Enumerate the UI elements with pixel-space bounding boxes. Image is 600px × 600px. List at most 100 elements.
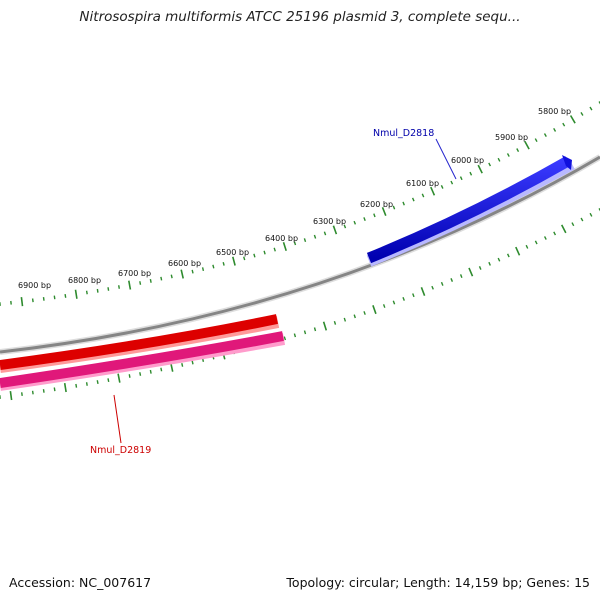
outer-scale-tick — [598, 101, 600, 105]
outer-scale-tick — [497, 157, 501, 162]
inner-scale-tick — [117, 373, 121, 383]
inner-scale-tick — [9, 390, 13, 401]
gene-reverse-red[interactable] — [0, 314, 280, 373]
outer-scale-tick — [118, 285, 120, 289]
outer-scale-tick — [128, 280, 132, 290]
inner-scale-tick — [313, 327, 317, 332]
inner-scale-tick — [42, 389, 45, 393]
outer-scale-tick — [273, 247, 276, 252]
inner-scale-tick — [372, 305, 377, 315]
outer-scale-tick — [313, 234, 317, 239]
inner-scale-tick — [85, 382, 88, 386]
scale-tick-labels: 5800 bp 5900 bp 6000 bp 6100 bp 6200 bp 6300 … — [18, 107, 571, 290]
inner-scale-tick — [31, 390, 34, 395]
scale-ticks-outer — [0, 101, 600, 307]
map-title: Nitrosospira multiformis ATCC 25196 plas… — [79, 9, 521, 25]
outer-scale-tick — [332, 225, 338, 235]
outer-scale-tick — [421, 193, 425, 198]
inner-scale-tick — [303, 330, 307, 335]
outer-scale-tick — [107, 287, 110, 291]
inner-scale-tick — [363, 311, 366, 315]
outer-scale-tick — [411, 197, 415, 202]
inner-scale-tick — [333, 320, 337, 325]
scale-label: 6900 bp — [18, 281, 51, 290]
scale-label: 6800 bp — [68, 276, 101, 285]
scale-label: 6000 bp — [451, 156, 484, 165]
scale-label: 6200 bp — [360, 200, 393, 209]
scale-label: 5900 bp — [495, 133, 528, 142]
inner-scale-tick — [382, 304, 386, 308]
inner-scale-tick — [450, 278, 454, 282]
scale-label: 6300 bp — [313, 217, 346, 226]
inner-scale-tick — [598, 208, 600, 212]
scale-label: 5800 bp — [538, 107, 571, 116]
outer-scale-tick — [201, 267, 205, 272]
plasmid-backbone — [0, 154, 600, 355]
inner-scale-tick — [283, 336, 287, 341]
outer-scale-tick — [534, 138, 538, 143]
inner-scale-tick — [160, 367, 163, 372]
inner-scale-tick — [402, 296, 405, 301]
inner-scale-tick — [515, 246, 521, 256]
topology-summary: Topology: circular; Length: 14,159 bp; G… — [286, 575, 590, 590]
inner-scale-tick — [589, 212, 593, 217]
outer-scale-tick — [232, 256, 236, 266]
outer-scale-tick — [191, 269, 194, 274]
inner-scale-tick — [506, 253, 510, 258]
outer-scale-tick — [96, 288, 99, 293]
outer-scale-tick — [488, 162, 492, 167]
outer-scale-tick — [20, 297, 24, 307]
outer-scale-tick — [450, 180, 454, 185]
accession-text: Accession: NC_007617 — [9, 575, 152, 590]
gene-label-leader-d2818 — [435, 138, 457, 180]
outer-scale-tick — [53, 295, 56, 300]
outer-scale-tick — [74, 289, 78, 299]
outer-scale-tick — [553, 127, 557, 132]
scale-label: 6400 bp — [265, 234, 298, 243]
outer-scale-tick — [459, 176, 463, 181]
inner-scale-tick — [534, 240, 538, 245]
outer-scale-tick — [222, 262, 225, 266]
inner-scale-tick — [420, 287, 426, 296]
inner-scale-tick — [497, 257, 501, 262]
outer-scale-tick — [243, 256, 246, 261]
plasmid-backbone-core — [0, 155, 600, 354]
inner-scale-tick — [412, 293, 415, 298]
outer-scale-tick — [85, 290, 88, 295]
outer-scale-tick — [170, 274, 173, 279]
inner-scale-tick — [468, 267, 474, 277]
inner-scale-tick — [560, 224, 567, 234]
inner-scale-tick — [392, 300, 396, 305]
scale-label: 6500 bp — [216, 248, 249, 257]
outer-scale-tick — [516, 148, 520, 153]
outer-scale-tick — [402, 201, 405, 206]
outer-scale-tick — [562, 122, 566, 127]
gene-nmul-d2819[interactable] — [0, 331, 286, 391]
outer-scale-tick — [363, 217, 366, 222]
outer-scale-tick — [263, 250, 266, 255]
inner-scale-tick — [580, 217, 584, 222]
gene-label-d2818[interactable]: Nmul_D2818 — [373, 128, 434, 139]
inner-scale-tick — [107, 378, 110, 383]
outer-scale-tick — [64, 293, 67, 298]
inner-scale-tick — [96, 380, 99, 385]
outer-scale-tick — [543, 133, 547, 137]
scale-label: 6600 bp — [168, 259, 201, 268]
inner-scale-tick — [181, 363, 184, 367]
outer-scale-tick — [253, 253, 256, 258]
scale-label: 6100 bp — [406, 179, 439, 188]
gene-nmul-d2818[interactable] — [366, 155, 575, 267]
outer-scale-tick — [381, 207, 387, 216]
gene-label-d2819[interactable]: Nmul_D2819 — [90, 445, 151, 456]
outer-scale-tick — [469, 171, 473, 176]
outer-scale-tick — [373, 213, 376, 218]
inner-scale-tick — [478, 266, 482, 270]
outer-scale-tick — [323, 231, 327, 236]
outer-scale-tick — [31, 298, 34, 303]
inner-scale-tick — [21, 392, 23, 396]
inner-scale-tick — [293, 333, 297, 338]
outer-scale-tick — [477, 164, 483, 174]
outer-scale-tick — [160, 276, 163, 281]
inner-scale-tick — [75, 383, 78, 388]
